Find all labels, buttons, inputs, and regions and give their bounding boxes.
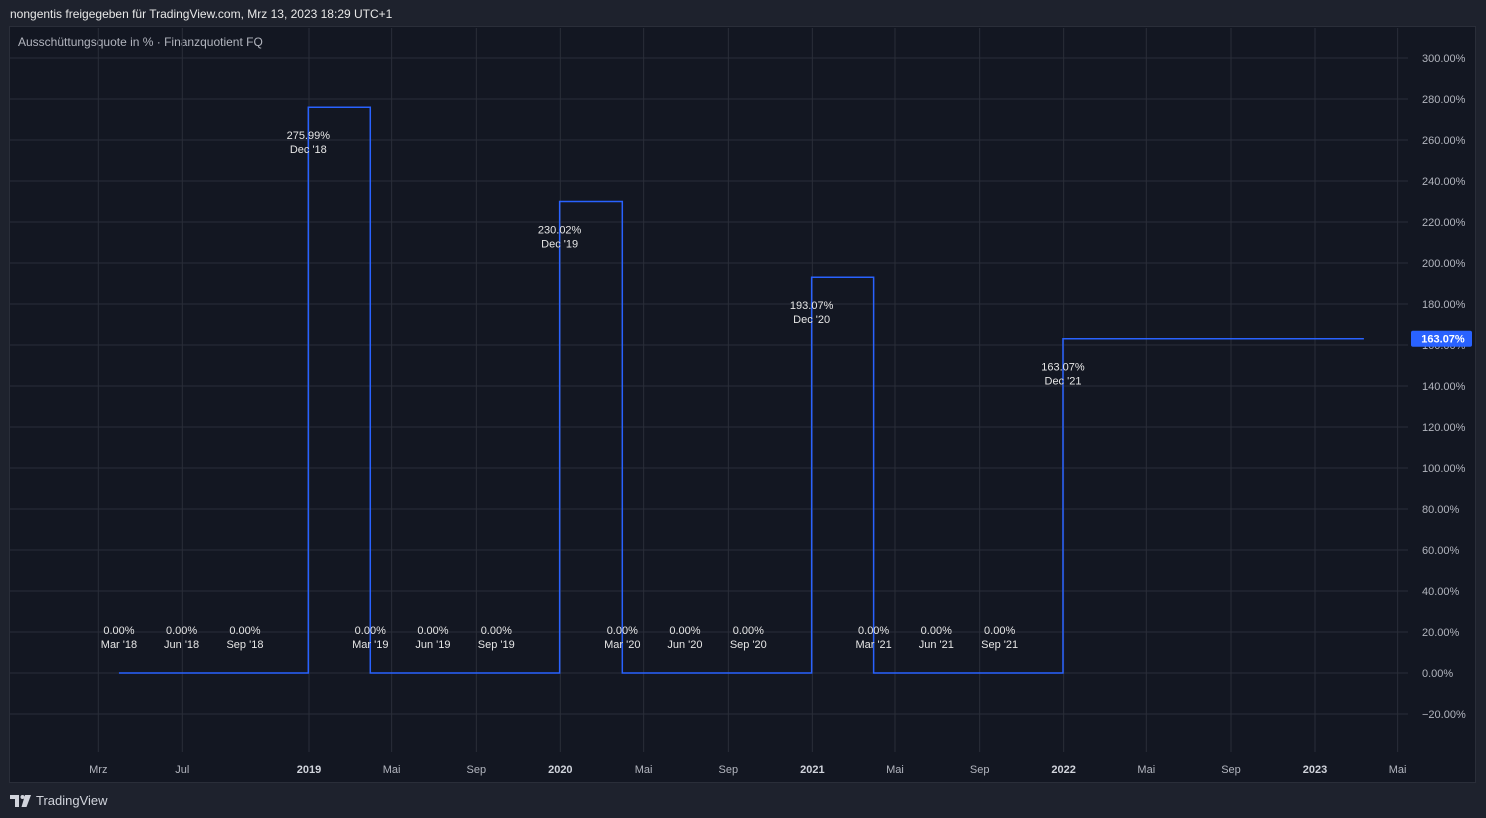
- x-tick-label: Sep: [467, 764, 487, 776]
- y-tick-label: 40.00%: [1422, 586, 1460, 598]
- y-tick-label: 0.00%: [1422, 668, 1453, 680]
- tradingview-brand: TradingView: [36, 793, 108, 808]
- data-labels: 0.00% Mar '18 0.00% Jun '18 0.00% Sep '18 275.…: [101, 130, 1085, 651]
- data-label-value: 0.00%: [607, 625, 638, 637]
- y-tick-label: 260.00%: [1422, 135, 1466, 147]
- data-label-value: 0.00%: [921, 625, 952, 637]
- data-label-period: Dec '21: [1045, 376, 1082, 388]
- x-tick-label: Mai: [383, 764, 401, 776]
- series-line: [118, 106, 1364, 674]
- y-tick-label: 180.00%: [1422, 299, 1466, 311]
- y-axis: −20.00% 0.00% 20.00% 40.00% 60.00% 80.00% 100.…: [1422, 53, 1466, 721]
- data-label-period: Sep '20: [730, 639, 767, 651]
- y-tick-label: 140.00%: [1422, 381, 1466, 393]
- chart-header: nongentis freigegeben für TradingView.co…: [10, 7, 393, 21]
- x-tick-label: Mai: [1137, 764, 1155, 776]
- data-label-period: Mar '20: [604, 639, 640, 651]
- x-tick-label: Mai: [635, 764, 653, 776]
- last-value-label: 163.07%: [1421, 334, 1465, 346]
- x-tick-label: 2020: [548, 764, 572, 776]
- y-tick-label: 80.00%: [1422, 504, 1460, 516]
- data-label-value: 275.99%: [287, 130, 331, 142]
- y-tick-label: 300.00%: [1422, 53, 1466, 65]
- x-tick-label: 2021: [800, 764, 824, 776]
- footer: TradingView: [10, 793, 108, 808]
- y-tick-label: 100.00%: [1422, 463, 1466, 475]
- data-label-period: Jun '20: [667, 639, 702, 651]
- data-label-value: 230.02%: [538, 224, 582, 236]
- x-tick-label: 2019: [297, 764, 321, 776]
- series-path: [118, 106, 1364, 674]
- y-tick-label: 220.00%: [1422, 217, 1466, 229]
- x-axis: Mrz Jul 2019 Mai Sep 2020 Mai Sep 2021 Mai Sep 2022…: [89, 764, 1406, 776]
- x-tick-label: Mai: [886, 764, 904, 776]
- data-label-value: 163.07%: [1041, 362, 1085, 374]
- data-label-value: 193.07%: [790, 300, 834, 312]
- grid-lines: [10, 28, 1408, 752]
- data-label-period: Mar '21: [855, 639, 891, 651]
- x-tick-label: 2023: [1303, 764, 1327, 776]
- y-tick-label: 20.00%: [1422, 627, 1460, 639]
- x-tick-label: 2022: [1051, 764, 1075, 776]
- data-label-value: 0.00%: [417, 625, 448, 637]
- chart-frame: [9, 26, 1476, 783]
- indicator-title: Ausschüttungsquote in % · Finanzquotient…: [18, 35, 263, 49]
- y-tick-label: 240.00%: [1422, 176, 1466, 188]
- data-label-period: Dec '18: [290, 144, 327, 156]
- last-value-badge-bg: [1411, 330, 1472, 347]
- data-label-period: Dec '19: [541, 238, 578, 250]
- data-label-value: 0.00%: [858, 625, 889, 637]
- data-label-value: 0.00%: [229, 625, 260, 637]
- data-label-value: 0.00%: [166, 625, 197, 637]
- x-tick-label: Mrz: [89, 764, 107, 776]
- data-label-value: 0.00%: [355, 625, 386, 637]
- x-tick-label: Sep: [970, 764, 990, 776]
- last-value-badge: 163.07%: [1411, 330, 1472, 347]
- data-label-period: Jun '21: [919, 639, 954, 651]
- data-label-period: Dec '20: [793, 314, 830, 326]
- x-tick-label: Jul: [175, 764, 189, 776]
- y-tick-label: 200.00%: [1422, 258, 1466, 270]
- data-label-value: 0.00%: [669, 625, 700, 637]
- data-label-period: Jun '18: [164, 639, 199, 651]
- data-label-value: 0.00%: [103, 625, 134, 637]
- data-label-period: Mar '19: [352, 639, 388, 651]
- data-label-period: Sep '21: [981, 639, 1018, 651]
- y-tick-label: 120.00%: [1422, 422, 1466, 434]
- y-tick-label: −20.00%: [1422, 709, 1466, 721]
- x-tick-label: Mai: [1389, 764, 1407, 776]
- x-tick-label: Sep: [1221, 764, 1241, 776]
- data-label-period: Mar '18: [101, 639, 137, 651]
- y-tick-label: 280.00%: [1422, 94, 1466, 106]
- tradingview-logo-icon: [10, 794, 31, 807]
- data-label-value: 0.00%: [984, 625, 1015, 637]
- y-tick-label: 60.00%: [1422, 545, 1460, 557]
- data-label-value: 0.00%: [733, 625, 764, 637]
- x-tick-label: Sep: [719, 764, 739, 776]
- data-label-value: 0.00%: [481, 625, 512, 637]
- data-label-period: Sep '19: [478, 639, 515, 651]
- data-label-period: Jun '19: [415, 639, 450, 651]
- data-label-period: Sep '18: [226, 639, 263, 651]
